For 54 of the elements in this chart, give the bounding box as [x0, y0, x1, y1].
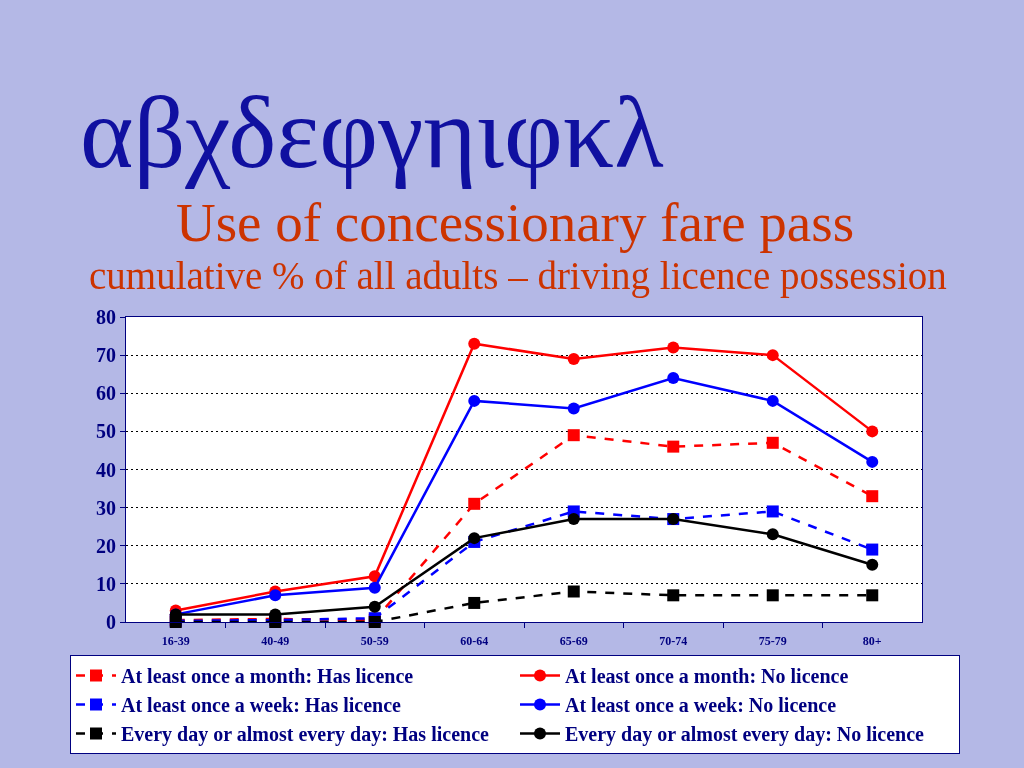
y-tick-label: 50 [96, 420, 116, 443]
legend-label: At least once a week: No licence [565, 694, 837, 717]
point [766, 349, 779, 362]
point [468, 337, 481, 350]
x-tick-label: 70-74 [659, 634, 688, 649]
point [766, 528, 779, 541]
legend-label: Every day or almost every day: No licence [565, 723, 925, 747]
point [468, 596, 481, 609]
point [468, 497, 481, 510]
point [567, 402, 580, 415]
y-tick-label: 40 [96, 458, 116, 481]
x-tick-label: 60-64 [460, 634, 489, 649]
y-tick-label: 20 [96, 534, 116, 557]
y-tick-label: 60 [96, 382, 116, 405]
text: αβχδεφγηιφκλ [80, 76, 664, 189]
point [866, 558, 879, 571]
point [567, 513, 580, 526]
point [468, 394, 481, 407]
point [667, 440, 680, 453]
point [667, 372, 680, 384]
point [866, 490, 879, 503]
y-tick-label: 0 [106, 611, 116, 633]
legend-label: At least once a week: Has licence [121, 694, 402, 717]
point [766, 394, 779, 407]
point [866, 589, 879, 602]
x-tick-label: 75-79 [758, 634, 787, 649]
point [866, 543, 879, 556]
y-tick-label: 80 [96, 306, 116, 328]
point [667, 341, 680, 354]
y-tick-label: 30 [96, 496, 116, 519]
x-tick-label: 16-39 [161, 634, 190, 649]
point [667, 589, 680, 602]
point [766, 505, 779, 518]
point [567, 585, 580, 598]
legend-label: Every day or almost every day: Has licence [121, 723, 490, 747]
chart-title: Use of concessionary fare pass [176, 192, 855, 253]
chart-subtitle: cumulative % of all adults – driving licence possession [89, 254, 947, 298]
point [766, 589, 779, 602]
legend-label: At least once a month: Has licence [121, 665, 414, 688]
x-tick-label: 65-69 [559, 634, 588, 649]
x-tick-label: 40-49 [261, 634, 290, 649]
point [567, 352, 580, 365]
x-tick-label: 80+ [862, 634, 882, 649]
point [368, 581, 381, 594]
point [866, 425, 879, 438]
y-tick-label: 70 [96, 344, 116, 367]
point [866, 455, 879, 468]
y-tick-label: 10 [96, 572, 116, 595]
point [269, 589, 282, 602]
point [368, 600, 381, 613]
x-tick-label: 50-59 [360, 634, 389, 649]
point [567, 429, 580, 442]
point [766, 436, 779, 449]
legend-label: At least once a month: No licence [565, 665, 849, 688]
